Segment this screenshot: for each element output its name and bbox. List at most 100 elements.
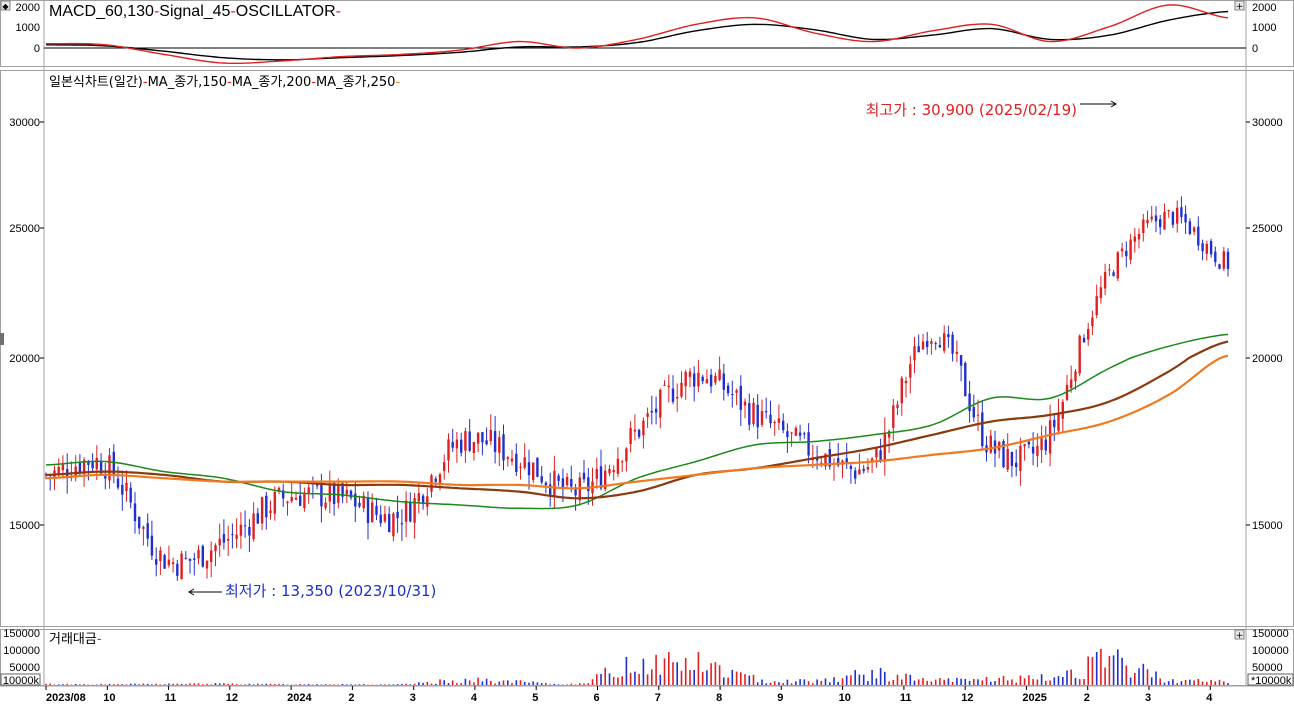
candlestick bbox=[184, 551, 187, 560]
volume-expand-icon[interactable]: + bbox=[1234, 629, 1245, 641]
x-axis-label: 2 bbox=[348, 692, 354, 704]
candlestick bbox=[163, 553, 166, 569]
candlestick bbox=[714, 372, 717, 385]
candlestick bbox=[650, 395, 653, 425]
volume-bar bbox=[587, 683, 590, 685]
candlestick bbox=[930, 338, 933, 355]
candlestick bbox=[455, 432, 459, 463]
volume-bar bbox=[481, 681, 484, 685]
volume-bar bbox=[100, 683, 102, 685]
candlestick bbox=[515, 443, 518, 477]
price-scroll-icon[interactable] bbox=[0, 333, 4, 345]
candlestick bbox=[1176, 200, 1179, 233]
volume-bar bbox=[1032, 679, 1034, 685]
volume-bar bbox=[1197, 679, 1200, 685]
x-axis-label: 5 bbox=[532, 692, 538, 704]
volume-bar bbox=[659, 674, 662, 685]
candlestick bbox=[451, 428, 454, 452]
volume-bar bbox=[672, 662, 674, 685]
candlestick bbox=[1129, 233, 1132, 265]
volume-bar bbox=[803, 679, 806, 685]
price-ytick-left: 15000 bbox=[9, 520, 40, 532]
candlestick bbox=[180, 550, 183, 580]
candlestick bbox=[400, 509, 404, 541]
volume-bar bbox=[917, 679, 920, 685]
candlestick bbox=[532, 462, 535, 484]
candlestick bbox=[896, 400, 899, 416]
volume-bar bbox=[752, 674, 755, 685]
candlestick bbox=[917, 334, 920, 353]
candlestick bbox=[235, 518, 238, 549]
macd-legend: MACD_60,130-Signal_45-OSCILLATOR- bbox=[49, 3, 341, 20]
candlestick bbox=[231, 523, 234, 549]
candlestick bbox=[926, 331, 929, 355]
ma200-legend-label: MA_종가,200 bbox=[232, 75, 311, 90]
volume-bar bbox=[1078, 679, 1081, 685]
candlestick bbox=[752, 397, 755, 427]
volume-bar bbox=[401, 684, 403, 685]
x-axis-label: 2024 bbox=[287, 692, 312, 704]
candlestick bbox=[1112, 270, 1115, 277]
candlestick bbox=[676, 383, 679, 412]
ma250-line bbox=[45, 354, 1229, 490]
signal-legend-label: Signal_45 bbox=[159, 3, 230, 20]
candlestick bbox=[303, 487, 306, 512]
volume-bar bbox=[74, 684, 77, 685]
volume-bar bbox=[913, 680, 916, 685]
candlestick bbox=[981, 400, 984, 450]
volume-legend: 거래대금- bbox=[49, 632, 102, 647]
price-panel bbox=[0, 70, 1294, 627]
volume-bar bbox=[850, 675, 852, 685]
candlestick bbox=[790, 431, 793, 447]
volume-bar bbox=[244, 684, 246, 685]
volume-bar bbox=[748, 675, 751, 685]
candlestick bbox=[248, 519, 251, 553]
volume-bar bbox=[502, 680, 505, 685]
volume-bar bbox=[1083, 679, 1085, 685]
candlestick bbox=[188, 558, 192, 574]
candlestick bbox=[1209, 238, 1213, 258]
candlestick bbox=[506, 455, 509, 467]
candlestick bbox=[421, 493, 425, 510]
candlestick bbox=[256, 508, 259, 524]
volume-bar bbox=[837, 681, 839, 685]
volume-bar bbox=[756, 682, 759, 685]
volume-bar bbox=[1206, 682, 1208, 685]
candlestick bbox=[265, 491, 268, 530]
max-price-annotation: 최고가 : 30,900 (2025/02/19) bbox=[866, 100, 1117, 119]
volume-bar bbox=[362, 684, 365, 685]
volume-bar bbox=[129, 683, 132, 685]
volume-bar bbox=[1146, 669, 1149, 685]
candlestick bbox=[1023, 443, 1026, 461]
volume-bar bbox=[841, 678, 844, 685]
candlestick bbox=[1082, 334, 1086, 343]
candlestick bbox=[1205, 240, 1208, 261]
volume-bar bbox=[113, 684, 115, 685]
volume-bar bbox=[1218, 679, 1221, 685]
volume-bar bbox=[663, 658, 666, 685]
volume-bar bbox=[600, 674, 602, 685]
candlestick bbox=[218, 523, 221, 557]
volume-bar bbox=[1074, 677, 1077, 685]
candlestick bbox=[1095, 284, 1098, 319]
volume-bar bbox=[299, 684, 301, 685]
candlestick bbox=[955, 340, 959, 363]
candlestick bbox=[709, 368, 713, 394]
volume-bar bbox=[879, 667, 882, 685]
volume-bar bbox=[532, 681, 534, 685]
volume-unit-right: *10000k bbox=[1247, 673, 1294, 687]
volume-bar bbox=[909, 674, 912, 685]
volume-bar bbox=[384, 684, 386, 685]
candlestick bbox=[807, 423, 810, 464]
volume-bar bbox=[227, 683, 229, 685]
macd-expand-icon[interactable]: + bbox=[1234, 0, 1245, 12]
candlestick bbox=[688, 368, 692, 388]
candlestick bbox=[604, 464, 607, 492]
candlestick bbox=[909, 355, 912, 394]
x-axis-label: 7 bbox=[655, 692, 661, 704]
volume-bar bbox=[418, 682, 420, 685]
candlestick bbox=[1180, 196, 1183, 224]
volume-bar bbox=[727, 677, 729, 685]
macd-scroll-icon[interactable]: ◆ bbox=[0, 0, 11, 11]
price-ytick-right: 20000 bbox=[1252, 353, 1283, 365]
